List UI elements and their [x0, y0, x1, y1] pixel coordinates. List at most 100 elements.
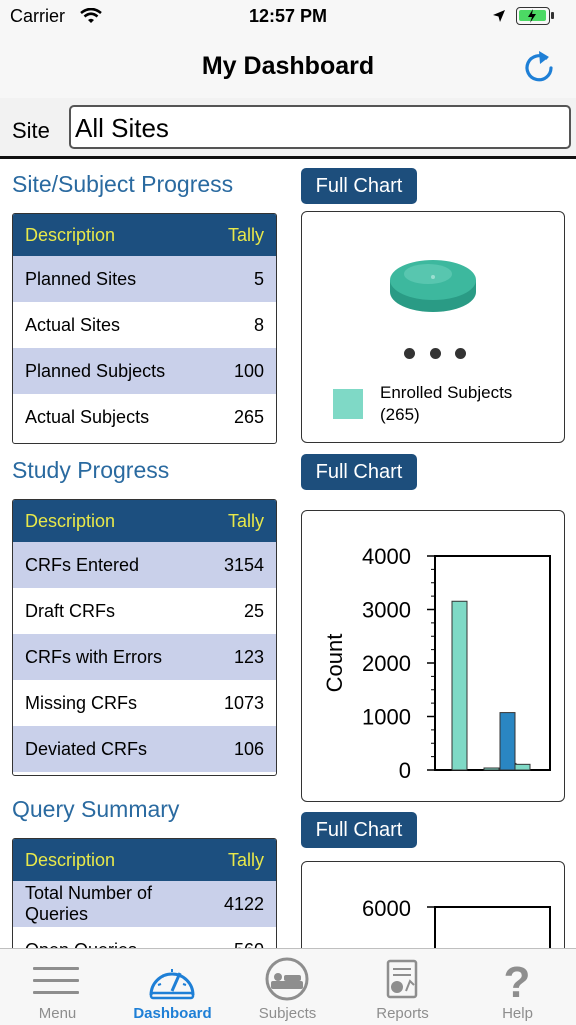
row-tally: 123	[233, 646, 264, 667]
table-row: Planned Subjects 100	[13, 348, 276, 394]
row-description: Planned Sites	[25, 268, 137, 289]
site-filter-row: Site All Sites	[0, 98, 576, 159]
row-description: Total Number of Queries	[25, 883, 153, 924]
tally-header: Tally	[227, 510, 264, 531]
study-progress-table: Description Tally CRFs Entered 3154 Draft…	[12, 499, 277, 776]
hamburger-icon	[33, 967, 79, 994]
tally-header: Tally	[227, 849, 264, 870]
y-tick-label: 4000	[362, 544, 411, 569]
site-subject-chart-card[interactable]: Enrolled Subjects (265)	[301, 211, 565, 443]
row-description: Deviated CRFs	[25, 738, 148, 759]
carrier-label: Carrier	[10, 6, 66, 26]
tab-menu[interactable]: Menu	[0, 949, 115, 1025]
svg-text:?: ?	[504, 958, 531, 1001]
table-row: Actual Sites 8	[13, 302, 276, 348]
site-subject-table: Description Tally Planned Sites 5 Actual …	[12, 213, 277, 444]
table-row: CRFs with Errors 123	[13, 634, 276, 680]
tab-dashboard[interactable]: Dashboard	[115, 949, 230, 1025]
tab-bar: Menu Dashboard Subjects	[0, 948, 576, 1025]
tally-header: Tally	[227, 224, 264, 245]
site-label: Site	[12, 118, 50, 143]
table-row: Missing CRFs 1073	[13, 680, 276, 726]
row-description: Missing CRFs	[25, 692, 138, 713]
query-bar-chart: 6000	[362, 896, 551, 948]
tab-label: Menu	[38, 1005, 77, 1022]
legend-label: Enrolled Subjects	[380, 383, 513, 402]
table-header: Description Tally	[13, 839, 276, 881]
description-header: Description	[25, 510, 116, 531]
row-tally: 560	[234, 940, 264, 949]
location-arrow-icon	[493, 10, 505, 22]
row-tally: 106	[233, 738, 264, 759]
study-progress-title: Study Progress	[12, 457, 170, 483]
battery-icon	[516, 7, 550, 25]
table-row: Deviated CRFs 106	[13, 726, 276, 772]
table-header: Description Tally	[13, 214, 276, 256]
more-icon	[404, 348, 466, 359]
row-tally: 4122	[223, 893, 264, 914]
bar-missing-crfs	[499, 712, 516, 771]
bar-crfs-entered	[451, 600, 468, 771]
row-description: CRFs with Errors	[25, 646, 163, 667]
query-chart-card[interactable]: 6000	[301, 861, 565, 948]
bar-draft-crfs	[483, 767, 500, 771]
table-row: Open Queries 560	[13, 927, 276, 949]
tab-help[interactable]: ? Help	[460, 949, 575, 1025]
table-row: Draft CRFs 25	[13, 588, 276, 634]
table-row: CRFs Entered 3154	[13, 542, 276, 588]
site-select[interactable]: All Sites	[69, 105, 571, 149]
row-tally: 100	[233, 360, 264, 381]
description-header: Description	[25, 224, 116, 245]
nav-bar: My Dashboard	[0, 34, 576, 99]
y-axis-label: Count	[322, 634, 347, 693]
site-subject-full-chart-button[interactable]: Full Chart	[301, 168, 417, 204]
query-summary-title: Query Summary	[12, 796, 180, 822]
report-icon	[386, 959, 418, 999]
table-row: Planned Sites 5	[13, 256, 276, 302]
tab-label: Dashboard	[133, 1005, 212, 1022]
row-description: Actual Subjects	[25, 406, 150, 427]
legend-text: Enrolled Subjects (265)	[380, 382, 512, 426]
query-full-chart-button[interactable]: Full Chart	[301, 812, 417, 848]
description-header: Description	[25, 849, 116, 870]
study-bar-chart: 4000 3000 2000 1000 0 Count	[322, 544, 551, 783]
clock: 12:57 PM	[248, 6, 328, 26]
row-description: Draft CRFs	[25, 600, 115, 621]
wifi-icon	[80, 8, 102, 23]
row-description: Actual Sites	[25, 314, 121, 335]
status-bar: Carrier 12:57 PM	[0, 0, 576, 34]
refresh-icon[interactable]	[522, 46, 556, 84]
pie-chart	[390, 260, 476, 312]
y-tick-label: 0	[399, 758, 411, 783]
y-tick-label: 6000	[362, 896, 411, 921]
y-tick-label: 3000	[362, 598, 411, 623]
table-header: Description Tally	[13, 500, 276, 542]
legend-value: (265)	[380, 405, 420, 424]
site-subject-title: Site/Subject Progress	[12, 171, 234, 197]
tab-subjects[interactable]: Subjects	[230, 949, 345, 1025]
legend-swatch	[333, 389, 363, 419]
study-full-chart-button[interactable]: Full Chart	[301, 454, 417, 490]
row-tally: 265	[233, 406, 264, 427]
row-description: Open Queries	[25, 940, 137, 949]
table-row: Total Number of Queries 4122	[13, 881, 276, 927]
tab-reports[interactable]: Reports	[345, 949, 460, 1025]
query-summary-table: Description Tally Total Number of Querie…	[12, 838, 277, 948]
plot-frame	[434, 906, 551, 948]
row-tally: 25	[243, 600, 264, 621]
tab-label: Reports	[376, 1005, 429, 1022]
speedometer-icon	[149, 969, 195, 1000]
page-title: My Dashboard	[201, 52, 375, 80]
tab-label: Subjects	[258, 1005, 317, 1022]
table-row: Actual Subjects 265	[13, 394, 276, 440]
row-tally: 3154	[223, 554, 264, 575]
tab-label: Help	[502, 1005, 533, 1022]
row-description: Planned Subjects	[25, 360, 166, 381]
dashboard-content: Site/Subject Progress Full Chart Descrip…	[0, 159, 576, 948]
study-chart-card[interactable]: 4000 3000 2000 1000 0 Count	[301, 510, 565, 802]
patient-bed-icon	[265, 957, 309, 1001]
y-tick-label: 1000	[362, 705, 411, 730]
row-tally: 1073	[223, 692, 264, 713]
row-tally: 5	[253, 268, 264, 289]
row-tally: 8	[253, 314, 264, 335]
